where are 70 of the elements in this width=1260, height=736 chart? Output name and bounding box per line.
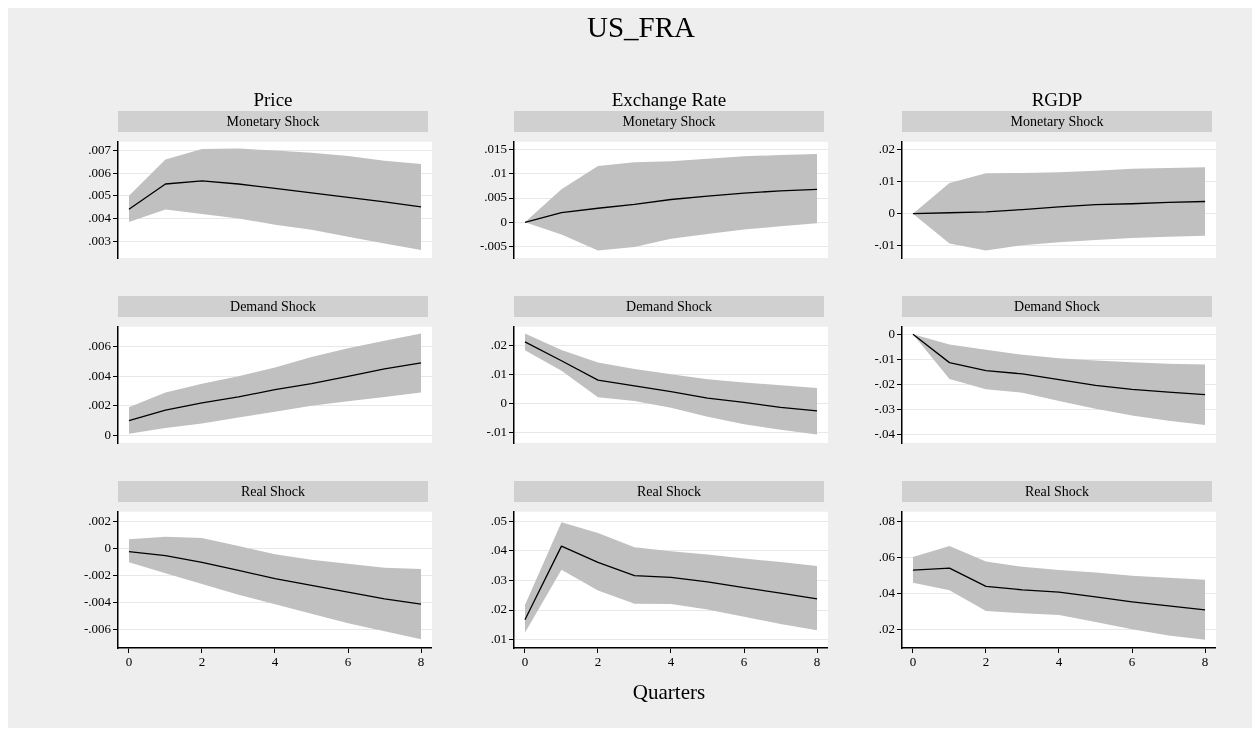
y-tick-label: .02: [878, 140, 895, 156]
y-tick-label: 0: [500, 213, 507, 229]
x-tick-label: 8: [1201, 654, 1209, 670]
x-tick-label: 4: [271, 654, 279, 670]
y-tick-label: .01: [878, 173, 895, 189]
x-tick-label: 2: [594, 654, 602, 670]
y-tick-label: .05: [490, 512, 507, 528]
chart-subtitle: Demand Shock: [902, 296, 1212, 317]
x-tick-label: 8: [417, 654, 425, 670]
y-tick-label: .04: [490, 542, 508, 558]
y-tick-label: -.02: [874, 375, 895, 391]
x-axis-title: Quarters: [631, 680, 707, 705]
y-tick-label: .002: [88, 513, 111, 529]
text: US_FRA: [586, 11, 696, 44]
y-tick-label: -.002: [83, 567, 111, 583]
y-tick-label: .06: [878, 549, 896, 565]
y-tick-label: .002: [88, 397, 111, 413]
y-tick-label: .003: [88, 232, 111, 248]
chart-subtitle: Real Shock: [514, 481, 824, 502]
y-tick-label: .004: [88, 367, 112, 383]
x-tick-label: 6: [740, 654, 748, 670]
y-tick-label: -.006: [83, 621, 112, 637]
chart-subtitle: Monetary Shock: [118, 111, 428, 132]
y-tick-label: .04: [878, 585, 896, 601]
x-tick-label: 4: [1055, 654, 1063, 670]
chart-subtitle: Real Shock: [118, 481, 428, 502]
y-tick-label: .08: [878, 513, 895, 529]
y-tick-label: .01: [490, 366, 507, 382]
y-tick-label: .02: [490, 337, 507, 353]
chart-title: Exchange Rate: [610, 88, 728, 111]
y-tick-label: .015: [484, 140, 507, 156]
y-tick-label: .005: [88, 187, 111, 203]
chart-subtitle: Demand Shock: [118, 296, 428, 317]
y-tick-label: .02: [490, 601, 507, 617]
chart-subtitle: Real Shock: [902, 481, 1212, 502]
x-tick-label: 0: [125, 654, 133, 670]
y-tick-label: .005: [484, 189, 507, 205]
y-tick-label: .02: [878, 621, 895, 637]
x-tick-label: 6: [344, 654, 352, 670]
chart-title: Price: [252, 88, 294, 111]
y-tick-label: 0: [104, 426, 111, 442]
y-tick-label: .01: [490, 631, 507, 647]
y-tick-label: .006: [88, 338, 112, 354]
y-tick-label: 0: [888, 325, 895, 341]
y-tick-label: .03: [490, 571, 507, 587]
y-tick-label: 0: [500, 395, 507, 411]
chart-title: RGDP: [1030, 88, 1084, 111]
x-tick-label: 0: [521, 654, 529, 670]
y-tick-label: -.04: [874, 425, 896, 441]
y-tick-label: 0: [888, 205, 895, 221]
y-tick-label: .004: [88, 209, 112, 225]
y-tick-label: -.004: [83, 594, 112, 610]
y-tick-label: 0: [104, 540, 111, 556]
x-tick-label: 2: [982, 654, 990, 670]
y-tick-label: .006: [88, 164, 112, 180]
y-tick-label: -.01: [874, 237, 895, 253]
y-tick-label: .01: [490, 165, 507, 181]
y-tick-label: -.01: [874, 350, 895, 366]
x-tick-label: 6: [1128, 654, 1136, 670]
y-tick-label: -.005: [479, 237, 507, 253]
chart-subtitle: Demand Shock: [514, 296, 824, 317]
y-tick-label: -.03: [874, 400, 895, 416]
y-tick-label: -.01: [486, 423, 507, 439]
chart-subtitle: Monetary Shock: [902, 111, 1212, 132]
chart-subtitle: Monetary Shock: [514, 111, 824, 132]
x-tick-label: 2: [198, 654, 206, 670]
y-tick-label: .007: [88, 141, 112, 157]
x-tick-label: 8: [813, 654, 821, 670]
x-tick-label: 0: [909, 654, 917, 670]
x-tick-label: 4: [667, 654, 675, 670]
